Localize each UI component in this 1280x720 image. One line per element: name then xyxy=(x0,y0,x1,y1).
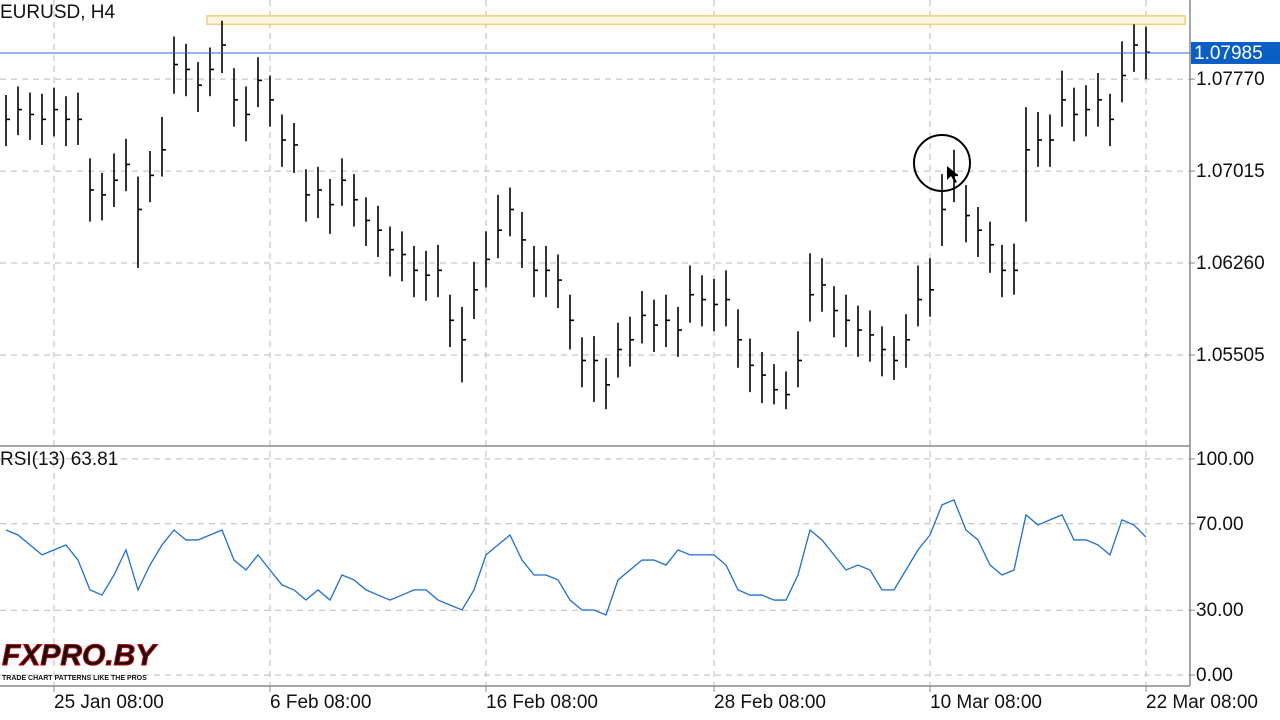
y-tick-label: 1.07770 xyxy=(1196,69,1265,90)
indicator-title: RSI(13) 63.81 xyxy=(0,449,118,470)
y-tick-label: 1.06260 xyxy=(1196,253,1265,274)
y-tick-label: 30.00 xyxy=(1196,600,1244,621)
current-price-label: 1.07985 xyxy=(1194,43,1263,64)
x-tick-label: 25 Jan 08:00 xyxy=(54,692,164,713)
current-price-box xyxy=(1191,41,1280,64)
y-tick-label: 1.05505 xyxy=(1196,345,1265,366)
x-tick-label: 10 Mar 08:00 xyxy=(930,692,1042,713)
x-tick-label: 16 Feb 08:00 xyxy=(486,692,598,713)
watermark-tagline: TRADE CHART PATTERNS LIKE THE PROS xyxy=(2,675,147,682)
y-tick-label: 100.00 xyxy=(1196,449,1254,470)
x-tick-label: 22 Mar 08:00 xyxy=(1146,692,1258,713)
resistance-zone xyxy=(206,15,1186,26)
y-tick-label: 1.07015 xyxy=(1196,161,1265,182)
rsi-line xyxy=(5,499,1147,616)
y-tick-label: 0.00 xyxy=(1196,665,1233,686)
x-tick-label: 28 Feb 08:00 xyxy=(714,692,826,713)
y-tick-label: 70.00 xyxy=(1196,514,1244,535)
watermark-brand: FXPRO.BY xyxy=(2,639,158,672)
cursor-icon xyxy=(947,166,958,183)
chart-title: EURUSD, H4 xyxy=(0,2,116,23)
x-tick-label: 6 Feb 08:00 xyxy=(270,692,371,713)
